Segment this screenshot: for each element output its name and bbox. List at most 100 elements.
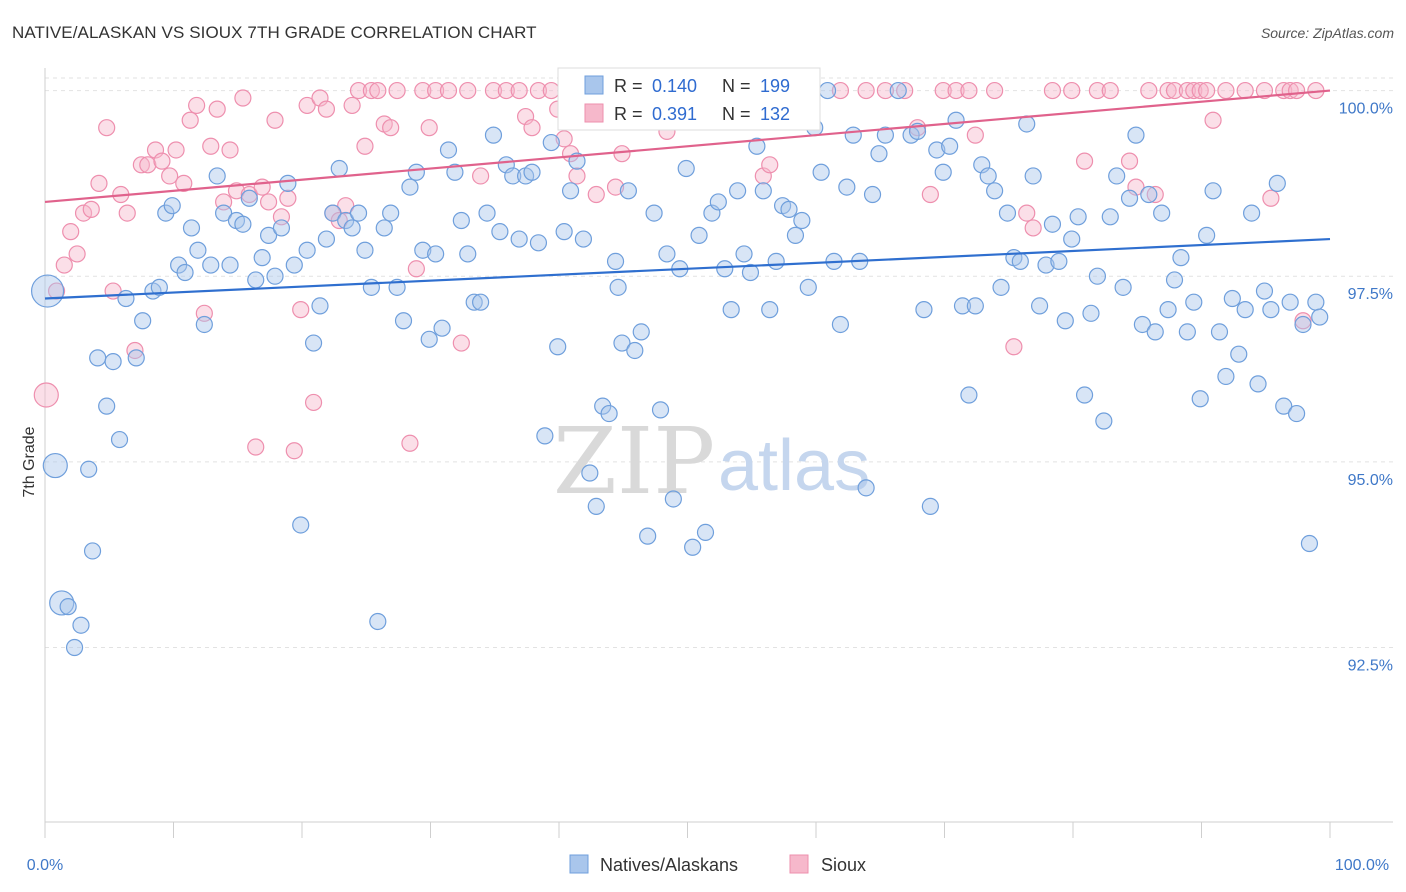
natives-point [59, 598, 77, 616]
watermark-zip: ZIP [553, 408, 715, 515]
sioux-point [1217, 81, 1235, 100]
natives-point [247, 271, 265, 289]
natives-point [812, 163, 830, 181]
sioux-point [98, 119, 116, 137]
natives-point [1075, 386, 1094, 404]
sioux-point [188, 96, 206, 115]
natives-point [613, 334, 631, 352]
natives-point [587, 497, 605, 516]
watermark-atlas: atlas [718, 426, 870, 506]
natives-point [818, 81, 837, 100]
natives-point [1217, 367, 1235, 386]
sioux-point [1165, 81, 1184, 100]
sioux-point [208, 100, 226, 118]
sioux-point [542, 81, 560, 100]
natives-point [72, 616, 90, 634]
natives-point [729, 182, 747, 200]
sioux-point [1204, 111, 1222, 129]
sioux-point [343, 96, 361, 115]
natives-point [1172, 249, 1190, 267]
natives-point [104, 353, 122, 371]
natives-point [304, 334, 323, 352]
sioux-point [529, 81, 548, 100]
natives-point [382, 204, 400, 222]
sioux-point [1140, 81, 1158, 100]
sioux-point [761, 156, 779, 174]
source-label: Source: ZipAtlas.com [1260, 25, 1394, 41]
natives-point [998, 204, 1017, 222]
natives-point [163, 197, 181, 215]
natives-point [1024, 167, 1042, 185]
sioux-point [986, 81, 1004, 100]
sioux-point [1146, 185, 1164, 204]
natives-point [292, 516, 310, 534]
natives-point [89, 349, 107, 367]
sioux-point [414, 81, 432, 100]
natives-point [645, 204, 663, 222]
sioux-point [857, 81, 875, 100]
sioux-point [259, 193, 278, 211]
natives-point [780, 200, 798, 218]
natives-point [870, 145, 888, 163]
natives-point [793, 211, 811, 230]
bottom-legend-swatch-natives [569, 854, 589, 874]
sioux-point [234, 89, 252, 107]
natives-point [600, 404, 618, 423]
natives-point [330, 159, 348, 178]
natives-point [549, 338, 567, 356]
natives-point [799, 278, 817, 296]
natives-point [1268, 174, 1286, 192]
natives-point [253, 249, 271, 267]
natives-point [65, 638, 84, 657]
legend-r-label-sioux: R = [614, 104, 643, 124]
natives-point [609, 278, 627, 296]
natives-point [1294, 315, 1312, 334]
sioux-trend-line [44, 89, 1331, 204]
sioux-point [388, 81, 406, 100]
natives-point [234, 215, 252, 233]
natives-point [696, 523, 715, 541]
natives-point [1140, 185, 1158, 204]
sioux-point [1088, 81, 1107, 100]
sioux-point [279, 189, 297, 207]
sioux-point [240, 185, 258, 204]
natives-point [1063, 230, 1081, 248]
sioux-point [831, 81, 850, 100]
sioux-point [401, 434, 419, 452]
sioux-point [227, 182, 246, 200]
sioux-point [221, 141, 239, 159]
natives-point [259, 226, 278, 244]
natives-point [941, 137, 959, 155]
points [30, 81, 1329, 657]
sioux-point [337, 197, 355, 215]
sioux-point [362, 81, 380, 100]
natives-point [1159, 301, 1177, 319]
sioux-point [167, 141, 185, 159]
natives-point [272, 219, 291, 237]
natives-point [1133, 315, 1151, 334]
sioux-point [407, 260, 425, 278]
sioux-point [132, 156, 150, 174]
sioux-point [1063, 81, 1081, 100]
natives-point [1056, 312, 1074, 330]
sioux-point [876, 81, 894, 100]
sioux-point [1262, 189, 1280, 207]
sioux-point [1198, 81, 1216, 100]
sioux-point [62, 223, 80, 241]
natives-point [349, 204, 368, 222]
legend-r-label-natives: R = [614, 76, 643, 96]
natives-point [1146, 323, 1164, 341]
sioux-point [1185, 81, 1203, 100]
sioux-point [298, 96, 316, 115]
natives-point [362, 278, 380, 296]
sioux-point [1024, 219, 1042, 237]
natives-point [748, 137, 766, 155]
natives-point [651, 401, 670, 419]
natives-point [1127, 126, 1145, 144]
natives-point [369, 612, 387, 631]
sioux-point [606, 178, 625, 196]
natives-point [1236, 301, 1254, 319]
natives-point [921, 497, 939, 516]
natives-point [324, 204, 342, 222]
natives-point [279, 174, 297, 192]
